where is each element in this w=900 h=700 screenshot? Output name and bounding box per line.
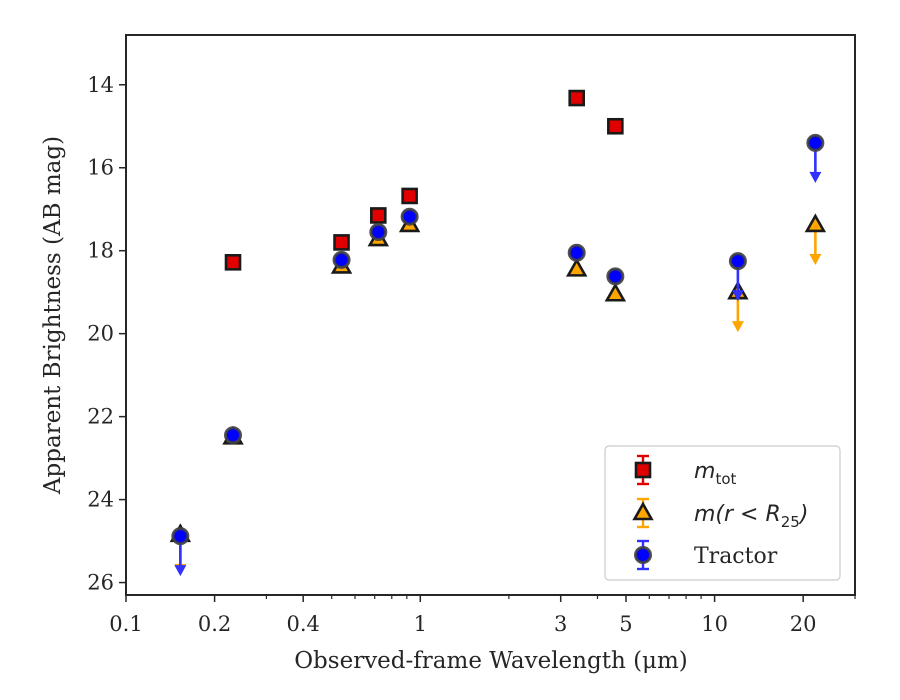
upper-limit-arrow-head	[174, 565, 187, 577]
marker-mtot	[568, 89, 586, 107]
marker-mtot	[370, 207, 387, 224]
data-point-mr25	[804, 213, 827, 265]
legend-entry-tractor: Tractor	[634, 539, 778, 571]
marker-tractor	[567, 243, 586, 262]
data-point-mtot	[401, 187, 418, 205]
marker-mr25	[632, 501, 654, 521]
upper-limit-arrow-head	[731, 321, 744, 333]
data-point-tractor	[606, 267, 625, 286]
legend: mtot m(r < R25) Tractor	[604, 445, 841, 581]
data-point-mtot	[607, 117, 624, 135]
data-point-mtot	[333, 234, 350, 251]
data-point-tractor	[728, 252, 747, 302]
marker-mtot	[607, 117, 624, 135]
upper-limit-arrow-head	[731, 290, 744, 302]
data-point-mtot	[568, 89, 586, 107]
y-tick-label: 14	[87, 73, 114, 97]
marker-mr25	[565, 257, 588, 277]
legend-label: m(r < R25)	[694, 502, 808, 531]
y-tick-label: 24	[87, 488, 114, 512]
legend-label: Tractor	[694, 544, 778, 569]
marker-tractor	[400, 207, 419, 226]
marker-mr25	[804, 213, 827, 233]
legend-entry-mr25: m(r < R25)	[632, 497, 808, 531]
legend-label: mtot	[694, 459, 736, 488]
x-tick-label: 10	[701, 612, 728, 636]
marker-tractor	[171, 527, 190, 546]
data-point-tractor	[567, 243, 586, 262]
x-tick-label: 0.4	[286, 612, 319, 636]
y-tick-label: 18	[87, 239, 114, 263]
y-axis-title: Apparent Brightness (AB mag)	[40, 136, 66, 495]
data-layer	[169, 89, 827, 577]
x-axis-title: Observed-frame Wavelength (μm)	[294, 648, 688, 674]
marker-mr25	[604, 282, 627, 302]
marker-mtot	[401, 187, 418, 205]
x-tick-label: 1	[414, 612, 427, 636]
data-point-mtot	[224, 254, 242, 271]
legend-entry-mtot: mtot	[634, 454, 736, 488]
marker-tractor	[332, 250, 351, 269]
marker-mtot	[224, 254, 242, 271]
x-tick-label: 3	[554, 612, 567, 636]
marker-mtot	[333, 234, 350, 251]
marker-tractor	[634, 546, 652, 564]
x-tick-label: 0.1	[109, 612, 142, 636]
marker-tractor	[806, 133, 825, 152]
axes-layer: 0.1 0.2 0.4 1 3 5 10 20 14 16 18 20 22 24 26	[87, 34, 856, 636]
y-tick-label: 16	[87, 156, 114, 180]
x-tick-label: 0.2	[198, 612, 231, 636]
y-tick-label: 20	[87, 322, 114, 346]
marker-tractor	[369, 223, 388, 242]
marker-tractor	[224, 426, 243, 445]
data-point-tractor	[171, 527, 190, 577]
legend-box	[604, 445, 841, 581]
data-point-tractor	[332, 250, 351, 269]
y-tick-label: 26	[87, 571, 114, 595]
data-point-mr25	[604, 282, 627, 302]
marker-tractor	[606, 267, 625, 286]
y-tick-label: 22	[87, 405, 114, 429]
data-point-mtot	[370, 207, 387, 224]
data-point-tractor	[369, 223, 388, 242]
marker-tractor	[728, 252, 747, 271]
marker-mtot	[634, 461, 652, 479]
data-point-tractor	[400, 207, 419, 226]
x-tick-label: 20	[790, 612, 817, 636]
data-point-tractor	[224, 426, 243, 445]
x-tick-label: 5	[619, 612, 632, 636]
upper-limit-arrow-head	[809, 253, 822, 265]
plot-frame	[125, 34, 856, 596]
data-point-tractor	[806, 133, 825, 183]
data-point-mr25	[565, 257, 588, 277]
upper-limit-arrow-head	[809, 171, 822, 183]
